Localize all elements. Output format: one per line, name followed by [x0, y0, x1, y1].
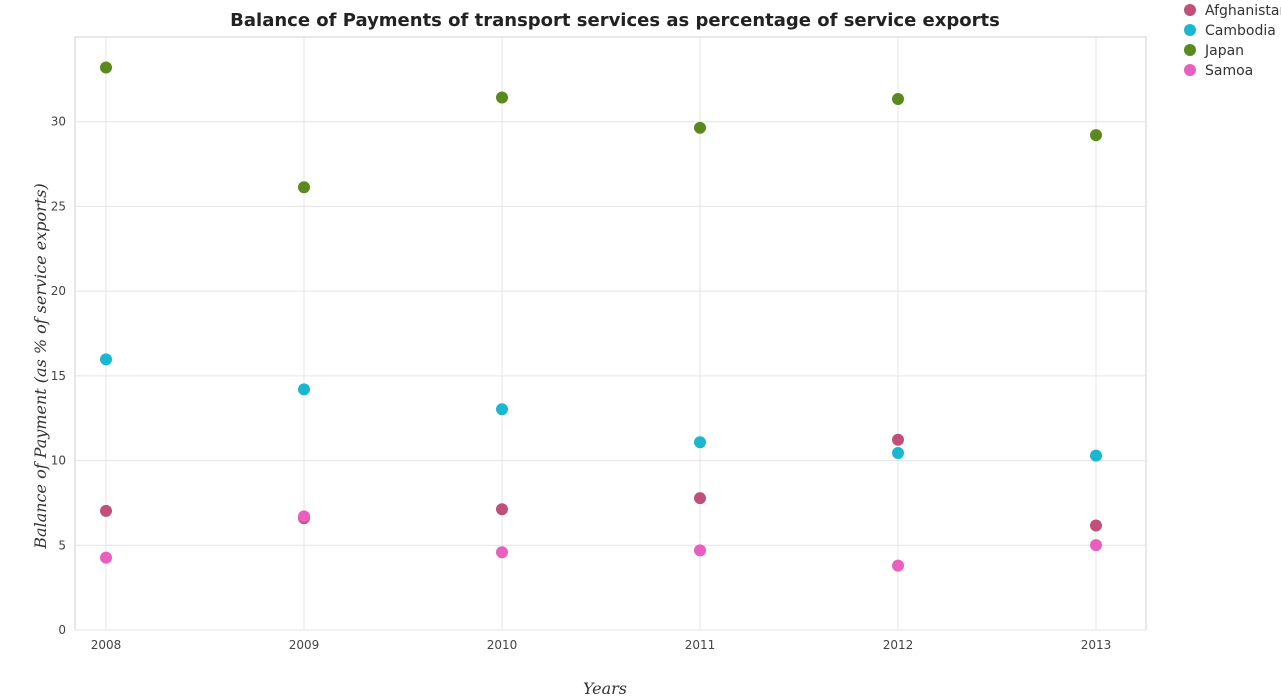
data-point [694, 121, 706, 134]
legend-marker [1184, 44, 1196, 56]
y-tick-label: 15 [51, 369, 66, 383]
x-tick-label: 2013 [1081, 638, 1112, 652]
data-point [496, 403, 508, 416]
data-point [892, 433, 904, 446]
series-samoa [100, 510, 1102, 572]
data-point [298, 181, 310, 194]
data-point [694, 492, 706, 505]
legend-label: Japan [1204, 43, 1244, 59]
y-tick-label: 5 [58, 538, 66, 552]
data-point [100, 61, 112, 74]
y-tick-label: 30 [51, 115, 66, 129]
data-point [298, 510, 310, 523]
x-tick-label: 2009 [289, 638, 320, 652]
legend-item: Samoa [1184, 63, 1253, 79]
data-point [496, 503, 508, 516]
y-tick-label: 10 [51, 454, 66, 468]
data-point [496, 91, 508, 104]
x-axis-label: Years [583, 679, 627, 698]
series-japan [100, 61, 1102, 194]
data-point [1090, 449, 1102, 462]
legend-marker [1184, 24, 1196, 36]
grid [74, 36, 1147, 631]
series-afghanistan [100, 433, 1102, 532]
data-point [694, 544, 706, 557]
legend-label: Cambodia [1205, 23, 1276, 39]
data-point [1090, 539, 1102, 552]
legend-item: Cambodia [1184, 23, 1276, 39]
x-axis-ticks: 2008 2009 2010 2011 2012 2013 [91, 638, 1112, 652]
data-point [100, 504, 112, 517]
data-point [298, 383, 310, 396]
data-point [892, 446, 904, 459]
y-tick-label: 0 [58, 623, 66, 637]
x-tick-label: 2012 [883, 638, 914, 652]
y-tick-label: 20 [51, 284, 66, 298]
x-tick-label: 2011 [685, 638, 716, 652]
legend-item: Afghanistan [1184, 3, 1281, 19]
x-tick-label: 2008 [91, 638, 122, 652]
legend-marker [1184, 4, 1196, 16]
series-cambodia [100, 353, 1102, 462]
data-points [100, 61, 1102, 572]
legend-label: Afghanistan [1205, 3, 1281, 19]
x-tick-label: 2010 [487, 638, 518, 652]
data-point [892, 93, 904, 106]
y-axis-ticks: 0 5 10 15 20 25 30 [51, 115, 66, 637]
legend-item: Japan [1184, 43, 1244, 59]
legend: Afghanistan Cambodia Japan Samoa [1184, 3, 1281, 79]
legend-label: Samoa [1205, 63, 1253, 79]
data-point [1090, 129, 1102, 142]
y-axis-label: Balance of Payment (as % of service expo… [31, 183, 50, 549]
data-point [694, 436, 706, 449]
y-tick-label: 25 [51, 199, 66, 213]
data-point [100, 551, 112, 564]
data-point [892, 559, 904, 572]
plot-frame [74, 36, 1147, 631]
data-point [1090, 519, 1102, 532]
data-point [100, 353, 112, 366]
legend-marker [1184, 64, 1196, 76]
data-point [496, 546, 508, 559]
chart-title: Balance of Payments of transport service… [230, 10, 1000, 31]
